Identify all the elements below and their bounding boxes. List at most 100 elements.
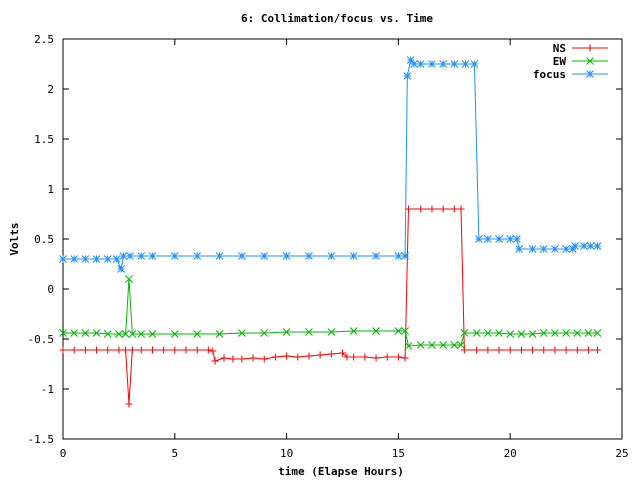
data-point-ns [457, 205, 465, 213]
data-point-ns [294, 353, 302, 361]
data-point-ew [539, 329, 548, 337]
data-point-focus [562, 245, 570, 253]
data-point-ew [517, 330, 526, 338]
data-point-ns [343, 353, 351, 361]
data-point-ns [593, 346, 601, 354]
data-point-focus [406, 56, 415, 64]
data-point-focus [394, 252, 403, 260]
data-point-ew [506, 330, 515, 338]
data-point-focus [170, 252, 179, 260]
data-point-ns [383, 353, 391, 361]
data-point-focus [305, 252, 313, 260]
data-point-ns [339, 349, 346, 357]
data-point-focus [401, 252, 409, 260]
data-point-focus [461, 60, 470, 68]
data-point-focus [475, 235, 483, 243]
data-point-ew [260, 329, 269, 337]
data-point-focus [260, 252, 269, 260]
data-point-ns [484, 346, 492, 354]
data-point-ns [122, 346, 130, 354]
data-point-ns [460, 346, 468, 354]
data-point-focus [59, 255, 67, 263]
data-point-ns [517, 346, 525, 354]
data-point-ew [59, 329, 67, 337]
data-point-ns [361, 353, 369, 361]
data-point-ew [460, 329, 469, 337]
data-point-ns [125, 400, 133, 408]
x-tick-label: 15 [392, 447, 405, 460]
data-point-ns [260, 355, 268, 363]
data-point-ns [316, 351, 324, 359]
x-tick-label: 5 [171, 447, 178, 460]
plot-frame [62, 38, 623, 440]
data-point-ew [483, 329, 492, 337]
legend-label-ns: NS [553, 42, 566, 55]
data-point-ew [215, 330, 224, 338]
data-point-focus [403, 72, 412, 80]
data-point-ew [457, 341, 465, 349]
data-point-ew [416, 341, 425, 349]
data-point-ew [551, 329, 559, 337]
data-point-focus [539, 245, 548, 253]
data-point-ns [211, 357, 219, 365]
data-point-ew [472, 329, 481, 337]
data-point-ns [148, 346, 156, 354]
data-point-focus [410, 60, 418, 68]
data-point-ns [283, 352, 291, 360]
data-point-focus [103, 255, 112, 263]
data-point-ns [372, 354, 380, 362]
data-point-ns [401, 354, 409, 362]
legend-marker-ns [586, 44, 594, 52]
y-tick-label: 0.5 [34, 233, 54, 246]
data-point-ew [103, 330, 112, 338]
data-point-ns [249, 354, 257, 362]
data-point-ns [193, 346, 201, 354]
data-point-focus [238, 252, 246, 260]
legend-marker-focus [586, 70, 594, 78]
data-point-ns [220, 354, 228, 362]
data-point-focus [513, 235, 521, 243]
data-point-ew [170, 330, 179, 338]
data-point-ns [394, 353, 402, 361]
data-point-ew [282, 328, 291, 336]
data-point-ns [417, 205, 425, 213]
data-point-focus [528, 245, 537, 253]
data-point-focus [327, 252, 336, 260]
x-tick-label: 25 [615, 447, 628, 460]
data-point-focus [495, 235, 503, 243]
data-point-focus [349, 252, 358, 260]
data-point-ns [562, 346, 570, 354]
data-point-ew [573, 329, 582, 337]
data-point-ns [160, 346, 168, 354]
data-point-ew [528, 330, 537, 338]
data-point-ew [327, 328, 336, 336]
series-line-ew [63, 278, 598, 347]
data-point-focus [593, 242, 602, 250]
data-point-ns [584, 346, 592, 354]
x-tick-label: 10 [280, 447, 293, 460]
data-point-ns [305, 352, 313, 360]
data-point-focus [282, 252, 291, 260]
x-tick-label: 20 [504, 447, 517, 460]
data-point-focus [515, 245, 523, 253]
data-point-ns [115, 346, 123, 354]
data-point-ew [439, 341, 447, 349]
data-point-focus [193, 252, 202, 260]
data-point-focus [117, 265, 125, 273]
y-tick-label: 2.5 [34, 33, 54, 46]
data-point-focus [416, 60, 425, 68]
data-point-ew [238, 329, 246, 337]
data-point-ew [305, 328, 313, 336]
data-point-ns [182, 346, 190, 354]
data-point-ew [193, 330, 202, 338]
data-point-ns [229, 355, 237, 363]
data-point-ns [81, 346, 89, 354]
data-point-ns [209, 347, 217, 355]
data-point-ns [450, 205, 458, 213]
legend-label-ew: EW [553, 55, 567, 68]
data-point-ns [428, 205, 436, 213]
data-point-ew [92, 329, 101, 337]
data-point-ew [81, 329, 90, 337]
data-point-ew [495, 329, 503, 337]
